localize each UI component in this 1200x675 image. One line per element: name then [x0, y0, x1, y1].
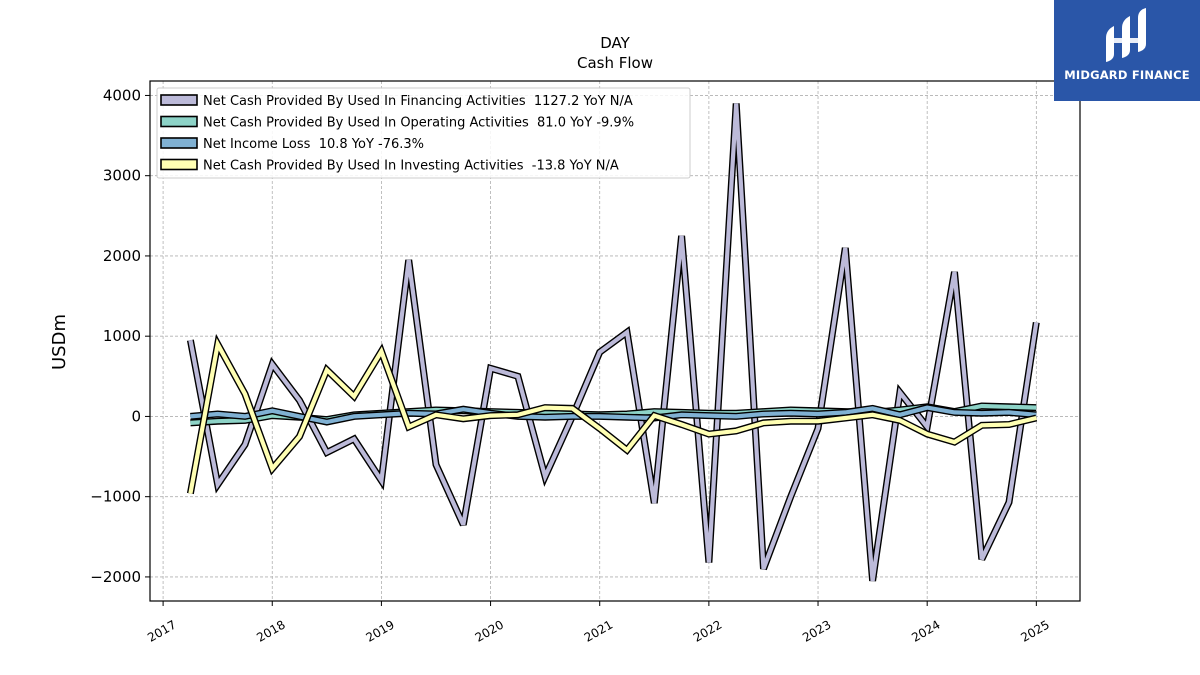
x-tick-label: 2017: [145, 617, 178, 644]
series-line-2: [190, 405, 1037, 425]
series-line-3: [188, 338, 1037, 494]
x-tick-label: 2018: [254, 617, 287, 644]
brand-logo: MIDGARD FINANCE: [1054, 0, 1200, 101]
x-tick-label: 2023: [800, 617, 833, 644]
x-tick-label: 2025: [1018, 617, 1051, 644]
legend-label: Net Income Loss 10.8 YoY -76.3%: [203, 137, 424, 152]
chart-title: DAY: [600, 34, 630, 52]
y-tick-label: 2000: [103, 247, 141, 265]
x-tick-label: 2019: [363, 617, 396, 644]
legend-swatch: [160, 137, 198, 149]
plot-area: −2000 −1000 0 1000 2000 3000 4000 2017 2018 2019 2…: [90, 80, 1081, 645]
plot-frame: [149, 80, 1081, 602]
legend-label: Net Cash Provided By Used In Investing A…: [203, 159, 619, 174]
y-tick-label: −1000: [90, 488, 141, 506]
midgard-logo-icon: [1106, 8, 1146, 62]
series-line-0: [188, 103, 1039, 582]
y-tick-label: 0: [131, 407, 141, 425]
chart-subtitle: Cash Flow: [577, 54, 653, 72]
legend-box: [156, 87, 691, 179]
x-tick-label: 2020: [473, 617, 506, 644]
x-tick-label: 2024: [909, 617, 942, 644]
legend-swatch: [160, 115, 198, 128]
legend-swatch: [160, 158, 198, 171]
x-tick-label: 2021: [582, 617, 615, 644]
y-tick-label: 1000: [103, 327, 141, 345]
legend-label: Net Cash Provided By Used In Financing A…: [203, 94, 633, 109]
y-tick-label: 3000: [103, 167, 141, 185]
legend-label: Net Cash Provided By Used In Operating A…: [203, 116, 634, 131]
legend-swatch: [160, 94, 198, 106]
x-tick-label: 2022: [691, 617, 724, 644]
brand-name: MIDGARD FINANCE: [1064, 68, 1190, 82]
y-tick-label: 4000: [103, 86, 141, 104]
y-axis-label: USDm: [49, 314, 70, 370]
y-tick-label: −2000: [90, 568, 141, 586]
